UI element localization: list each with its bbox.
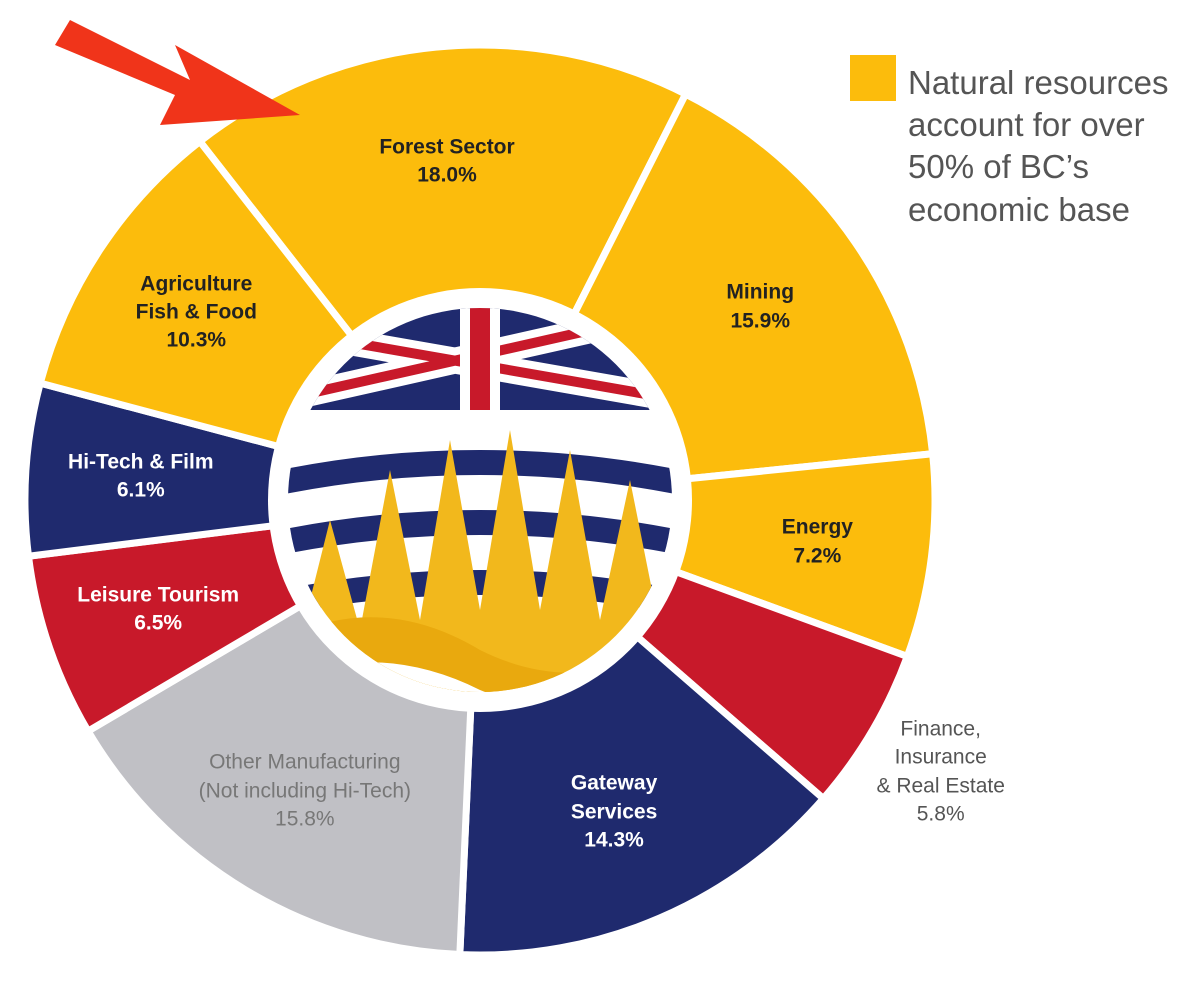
value-label: 15.8% <box>275 807 335 831</box>
slice-label: Leisure Tourism 6.5% <box>77 581 239 638</box>
category-label: Leisure Tourism <box>77 583 240 607</box>
slice-label: Hi-Tech & Film 6.1% <box>68 449 213 506</box>
slice-label: Mining 15.9% <box>726 279 794 336</box>
value-label: 10.3% <box>166 328 227 352</box>
value-label: 6.5% <box>134 611 183 635</box>
category-label: Other Manufacturing (Not including Hi-Te… <box>198 750 412 803</box>
value-label: 15.9% <box>730 309 790 333</box>
legend-swatch <box>850 55 896 101</box>
flag-emblem <box>288 308 672 692</box>
arrow <box>55 20 300 125</box>
legend-label: Natural resources account for over 50% o… <box>908 64 1169 228</box>
value-label: 5.8% <box>916 802 965 826</box>
category-label: Finance, Insurance & Real Estate <box>876 717 1005 797</box>
category-label: Forest Sector <box>379 135 515 159</box>
slice-label: Energy 7.2% <box>782 514 853 571</box>
slice-label: Other Manufacturing (Not including Hi-Te… <box>199 749 411 834</box>
category-label: Mining <box>726 281 795 305</box>
category-label: Hi-Tech & Film <box>68 450 214 474</box>
category-label: Energy <box>781 515 853 539</box>
slice-label: Gateway Services 14.3% <box>571 770 657 855</box>
value-label: 6.1% <box>116 478 165 502</box>
category-label: Agriculture Fish & Food <box>135 272 257 324</box>
value-label: 18.0% <box>417 163 477 187</box>
value-label: 14.3% <box>584 828 644 852</box>
value-label: 7.2% <box>793 544 842 568</box>
slice-label: Agriculture Fish & Food 10.3% <box>136 270 257 355</box>
category-label: Gateway Services <box>570 771 658 824</box>
slice-label: Forest Sector 18.0% <box>379 133 514 190</box>
slice-label: Finance, Insurance & Real Estate 5.8% <box>876 715 1004 828</box>
